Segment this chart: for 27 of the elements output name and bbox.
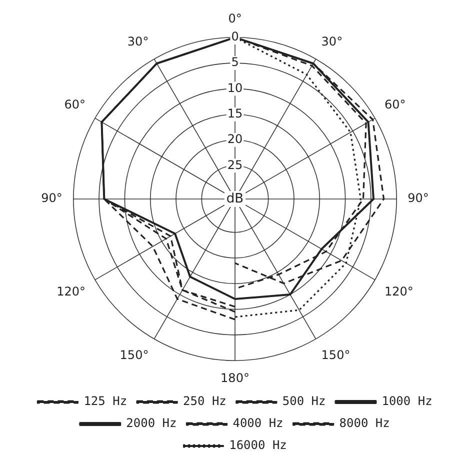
y-tick-label: 0: [231, 30, 239, 44]
spoke-label: 120°: [56, 284, 86, 299]
spoke-label: 150°: [120, 348, 149, 362]
spoke-label: 30°: [321, 34, 343, 48]
legend-label: 500 Hz: [282, 394, 326, 408]
y-tick-label: 5: [231, 55, 239, 70]
y-tick-label: 25: [227, 158, 243, 172]
spoke-label: 0°: [228, 11, 242, 26]
spoke-label: 90°: [41, 191, 62, 206]
legend-label: 1000 Hz: [382, 394, 432, 408]
legend-label: 2000 Hz: [126, 416, 177, 430]
y-tick-label: 20: [227, 132, 243, 146]
spoke-label: 180°: [220, 370, 250, 385]
spoke-label: 60°: [384, 98, 406, 112]
spoke-label: 150°: [321, 348, 350, 362]
legend-label: 125 Hz: [84, 394, 128, 408]
y-tick-label: 10: [227, 80, 243, 95]
text: dB: [226, 191, 244, 206]
legend-label: 250 Hz: [183, 394, 226, 408]
spoke-label: 120°: [384, 284, 414, 299]
spoke-label: 30°: [127, 34, 149, 48]
spoke-label: 90°: [408, 191, 429, 206]
legend-label: 16000 Hz: [229, 438, 287, 452]
legend-label: 4000 Hz: [232, 416, 284, 430]
legend-label: 8000 Hz: [339, 416, 390, 430]
spoke-label: 60°: [64, 98, 86, 112]
y-tick-label: 15: [227, 106, 243, 120]
